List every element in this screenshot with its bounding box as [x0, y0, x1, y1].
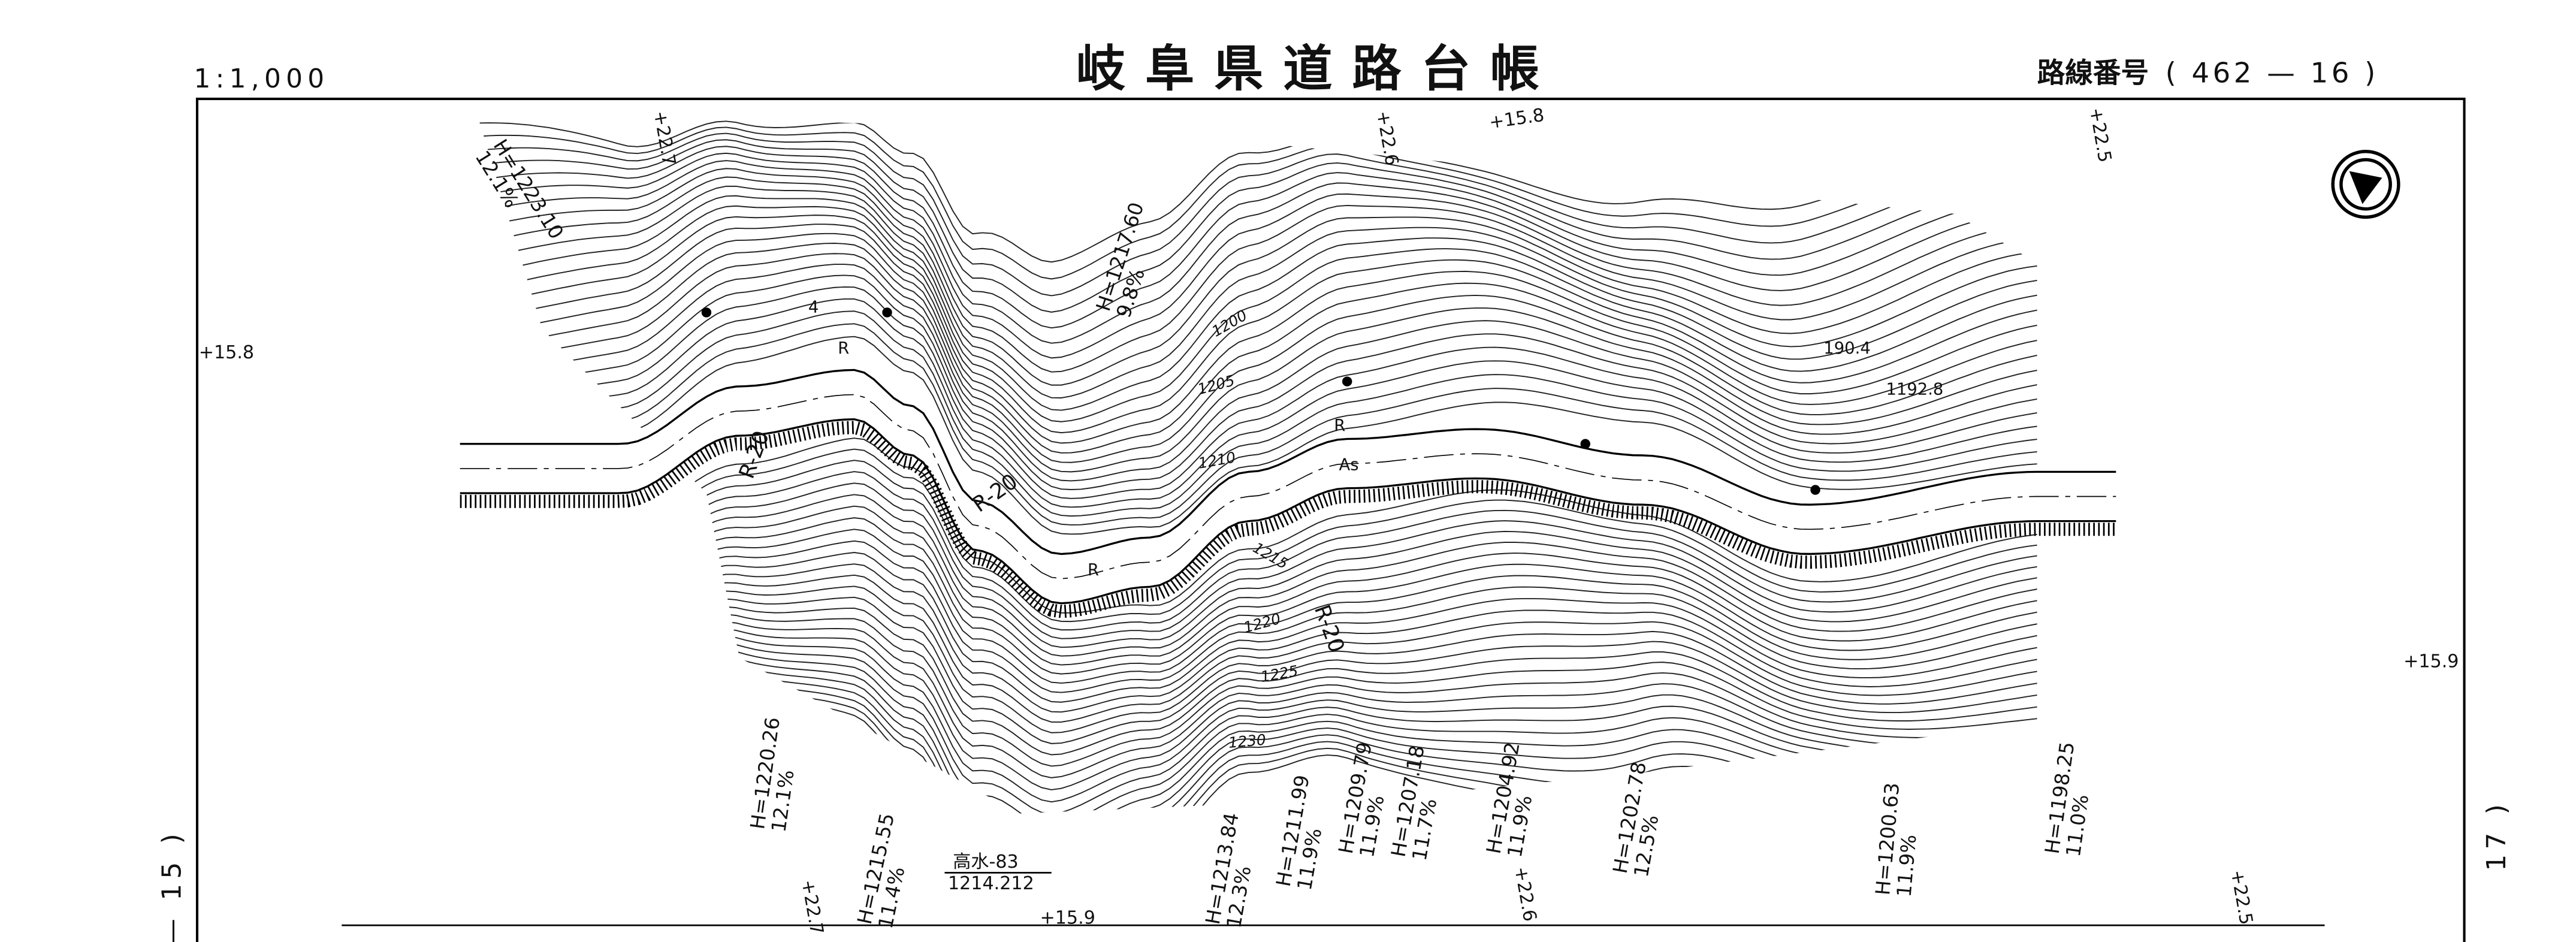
route-number: ( 462 — 16 ): [2166, 57, 2379, 89]
station-label: +22.6: [1372, 109, 1403, 167]
contour-line: [476, 195, 2037, 411]
station-label: +22.5: [2226, 868, 2257, 926]
contour-line: [476, 233, 2037, 454]
contour-label: 1210: [1197, 448, 1237, 472]
contour-line: [476, 215, 2037, 434]
benchmark-elevation: 1214.212: [948, 873, 1034, 894]
contour-label: 1200: [1209, 306, 1250, 340]
contour-line: [476, 540, 2037, 693]
contour-line: [476, 635, 2037, 803]
contour-line: [476, 437, 2037, 614]
contour-line: [476, 253, 2037, 473]
contour-line: [476, 132, 2037, 297]
contour-line: [476, 274, 2037, 490]
route-label: 路線番号: [2037, 57, 2149, 89]
station-label: +15.9: [2403, 651, 2459, 672]
contour-line: [476, 310, 2037, 517]
contour-line: [476, 286, 2037, 499]
annotation: R-20: [1309, 602, 1349, 656]
contour-line: [476, 224, 2037, 444]
sheet-frame: [195, 97, 2466, 942]
contour-line: [476, 243, 2037, 463]
contour-line: [476, 323, 2037, 526]
contour-line: [476, 505, 2037, 666]
contour-line: [476, 176, 2037, 386]
contour-line: [476, 448, 2037, 623]
road-edge: [460, 418, 2116, 605]
benchmark-name: 高水-83: [953, 852, 1019, 872]
adjacent-sheet: — 15 ): [157, 829, 188, 942]
contour-line: [476, 146, 2037, 329]
annotation: R: [1334, 416, 1345, 435]
contour-line: [476, 264, 2037, 482]
contour-label: 1220: [1242, 610, 1282, 636]
title: 岐阜県道路台帳: [1076, 41, 1559, 98]
annotation: R: [1088, 561, 1099, 579]
contour-line: [476, 517, 2037, 675]
contour-line: [476, 152, 2037, 344]
contour-line: [476, 298, 2037, 508]
contour-line: [476, 126, 2037, 280]
contour-line: [476, 596, 2037, 744]
station-label: +22.7: [649, 109, 680, 167]
contour-line: [476, 185, 2037, 398]
scale: 1:1,000: [194, 64, 330, 94]
road-edge: [460, 369, 2116, 555]
contour-line: [476, 494, 2037, 657]
elevation-grade: 11.9%: [1892, 834, 1921, 898]
gutter: [460, 421, 2116, 618]
road-center: [460, 394, 2116, 579]
contour-line: [476, 482, 2037, 648]
station-label: +22.7: [797, 878, 828, 936]
survey-point: [701, 307, 712, 318]
contour-label: 1205: [1195, 372, 1236, 398]
contour-line: [476, 160, 2037, 359]
contour-line: [476, 460, 2037, 631]
survey-point: [1342, 376, 1352, 387]
contour-label: 1215: [1250, 539, 1291, 572]
contour-line: [476, 471, 2037, 639]
survey-point: [1580, 439, 1590, 449]
annotation: 1192.8: [1886, 381, 1943, 399]
labels: 1:1,000 岐阜県道路台帳 路線番号 ( 462 — 16 ) — 15 ) 17 )…: [157, 41, 2512, 942]
station-label: +15.8: [199, 342, 254, 363]
contour-line: [476, 139, 2037, 313]
contour-line: [476, 552, 2037, 703]
annotation: R: [838, 339, 849, 358]
contour-line: [476, 629, 2037, 790]
annotation: 4: [808, 298, 819, 316]
north-symbol: [2331, 149, 2400, 219]
survey-point: [882, 307, 892, 318]
contour-line: [476, 529, 2037, 684]
annotation: 190.4: [1823, 339, 1870, 358]
contour-line: [476, 585, 2037, 733]
contour-line: [476, 574, 2037, 723]
contours: [476, 120, 2037, 814]
station-label: +15.9: [1040, 907, 1095, 928]
contour-line: [476, 606, 2037, 756]
survey-point: [1810, 485, 1820, 495]
annotation: R-20: [968, 469, 1022, 517]
contour-line: [476, 614, 2037, 767]
road: [460, 307, 2116, 618]
station-label: +22.5: [2085, 106, 2116, 164]
adjacent-sheet: 17 ): [2481, 799, 2512, 871]
station-label: +22.6: [1510, 865, 1541, 923]
contour-line: [476, 563, 2037, 713]
annotation: As: [1339, 456, 1358, 475]
contour-label: 1230: [1228, 731, 1267, 751]
contour-line: [476, 205, 2037, 422]
contour-line: [476, 621, 2037, 778]
contour-line: [476, 168, 2037, 373]
contour-line: [476, 336, 2037, 535]
station-label: +15.8: [1488, 105, 1545, 134]
